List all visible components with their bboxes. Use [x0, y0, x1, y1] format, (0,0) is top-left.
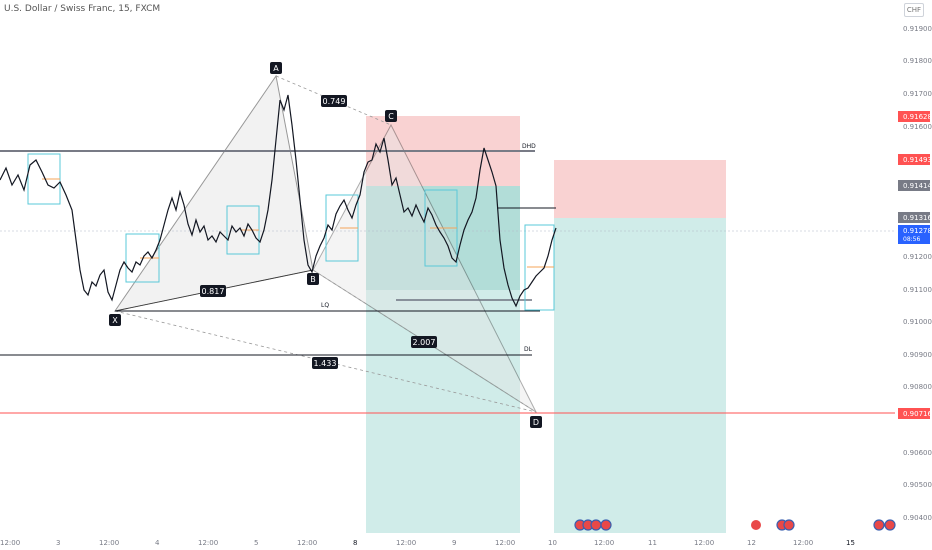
y-tick: 0.90900: [903, 351, 932, 359]
y-tick: 0.91600: [903, 123, 932, 131]
x-tick: 5: [254, 539, 258, 547]
x-tick: 3: [56, 539, 60, 547]
x-tick: 12:00: [198, 539, 218, 547]
us-flag-icon[interactable]: [590, 519, 602, 531]
price-mark-2-box: [898, 154, 930, 165]
target-zone-2: [554, 218, 726, 533]
price-mark-3-label: 0.91414: [903, 182, 932, 190]
point-b-box: [307, 273, 319, 285]
ratio-2-label: 0.817: [202, 287, 225, 296]
y-tick: 0.91000: [903, 318, 932, 326]
point-x-label: X: [112, 316, 118, 325]
ratio-3-box: [411, 336, 437, 348]
x-tick: 8: [353, 539, 357, 547]
level-dhd-label: DHD: [522, 143, 536, 150]
price-mark-5-box: [898, 225, 930, 244]
x-tick: 11: [648, 539, 657, 547]
x-tick: 12:00: [495, 539, 515, 547]
us-flag-icon[interactable]: [873, 519, 885, 531]
point-c-label: C: [388, 112, 394, 121]
y-tick: 0.90500: [903, 481, 932, 489]
swiss-flag-icon[interactable]: [751, 520, 761, 530]
x-tick: 12:00: [0, 539, 20, 547]
point-b-label: B: [310, 275, 316, 284]
ratio-2-box: [200, 285, 226, 297]
x-tick: 12: [747, 539, 756, 547]
time-axis[interactable]: 12:00 3 12:00 4 12:00 5 12:00 8 12:00 9 …: [0, 539, 855, 547]
us-flag-icon[interactable]: [783, 519, 795, 531]
level-lq-label: LQ: [321, 302, 329, 309]
ratio-3-label: 2.007: [413, 338, 436, 347]
ratio-1-label: 0.749: [323, 97, 346, 106]
price-mark-6-label: 0.90716: [903, 410, 932, 418]
ratio-4-label: 1.433: [314, 359, 337, 368]
price-mark-5-sub: 08:56: [903, 236, 920, 243]
y-tick: 0.91200: [903, 253, 932, 261]
point-a-label: A: [273, 64, 279, 73]
x-tick: 12:00: [297, 539, 317, 547]
ratio-4-box: [312, 357, 338, 369]
event-flags[interactable]: [574, 519, 896, 531]
price-mark-1-label: 0.91628: [903, 113, 932, 121]
point-d-label: D: [533, 418, 539, 427]
price-mark-3-box: [898, 180, 930, 191]
price-mark-5-label: 0.91278: [903, 227, 932, 235]
y-tick: 0.90600: [903, 449, 932, 457]
x-tick: 12:00: [594, 539, 614, 547]
ratio-1-box: [321, 95, 347, 107]
stop-zone-2: [554, 160, 726, 218]
x-tick: 12:00: [694, 539, 714, 547]
y-tick: 0.91900: [903, 25, 932, 33]
us-flag-icon[interactable]: [884, 519, 896, 531]
point-a-box: [270, 62, 282, 74]
chart-title: U.S. Dollar / Swiss Franc, 15, FXCM: [4, 4, 161, 14]
price-axis[interactable]: 0.91900 0.91800 0.91700 0.91600 0.91200 …: [898, 25, 932, 522]
candle-series: [0, 94, 557, 308]
price-mark-4-label: 0.91316: [903, 214, 932, 222]
point-x-box: [109, 314, 121, 326]
x-tick: 12:00: [396, 539, 416, 547]
price-mark-6-box: [898, 408, 930, 419]
x-tick: 10: [548, 539, 557, 547]
us-flag-icon[interactable]: [600, 519, 612, 531]
price-mark-1-box: [898, 111, 930, 122]
level-dl-label: DL: [524, 346, 533, 353]
x-tick: 12:00: [793, 539, 813, 547]
x-tick: 15: [846, 539, 855, 547]
x-tick: 12:00: [99, 539, 119, 547]
x-tick: 4: [155, 539, 160, 547]
y-tick: 0.90400: [903, 514, 932, 522]
target-zone-1-dark: [366, 186, 520, 290]
point-d-box: [530, 416, 542, 428]
x-tick: 9: [452, 539, 456, 547]
price-mark-2-label: 0.91493: [903, 156, 932, 164]
y-tick: 0.91100: [903, 286, 932, 294]
point-c-box: [385, 110, 397, 122]
y-tick: 0.90800: [903, 383, 932, 391]
y-tick: 0.91800: [903, 57, 932, 65]
y-tick: 0.91700: [903, 90, 932, 98]
price-mark-4-box: [898, 212, 930, 223]
currency-button[interactable]: CHF: [904, 3, 924, 17]
